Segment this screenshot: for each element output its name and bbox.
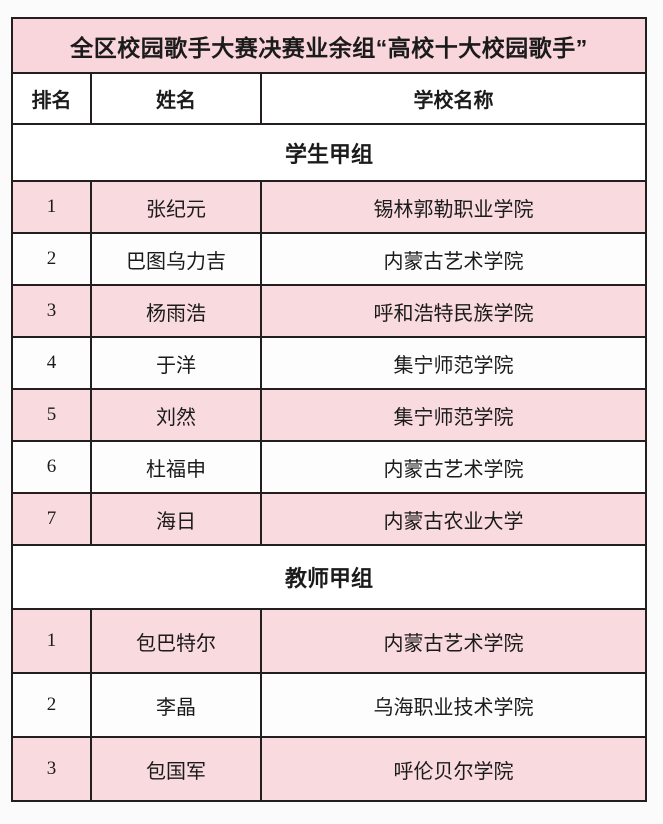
- cell-name: 刘然: [90, 388, 262, 442]
- table-row: 2 巴图乌力吉 内蒙古艺术学院: [11, 232, 648, 286]
- cell-school: 集宁师范学院: [259, 388, 648, 442]
- column-header-school: 学校名称: [259, 72, 648, 125]
- cell-school: 呼和浩特民族学院: [259, 284, 648, 338]
- table-row: 4 于洋 集宁师范学院: [11, 336, 648, 390]
- table-row: 7 海日 内蒙古农业大学: [11, 492, 648, 546]
- cell-name: 海日: [90, 492, 262, 546]
- cell-school: 集宁师范学院: [259, 336, 648, 390]
- table-header-row: 排名 姓名 学校名称: [11, 72, 648, 125]
- table-row: 5 刘然 集宁师范学院: [11, 388, 648, 442]
- cell-rank: 1: [11, 180, 92, 234]
- cell-rank: 3: [11, 736, 92, 802]
- cell-name: 包国军: [90, 736, 262, 802]
- cell-rank: 7: [11, 492, 92, 546]
- section-heading-row-students: 学生甲组: [10, 123, 648, 182]
- cell-name: 于洋: [90, 336, 262, 390]
- cell-school: 内蒙古艺术学院: [259, 608, 648, 674]
- cell-rank: 3: [11, 284, 92, 338]
- column-header-name: 姓名: [90, 72, 262, 125]
- cell-school: 内蒙古农业大学: [259, 492, 648, 546]
- cell-rank: 2: [11, 672, 92, 738]
- cell-rank: 6: [11, 440, 92, 494]
- cell-name: 杜福申: [90, 440, 262, 494]
- table-row: 1 张纪元 锡林郭勒职业学院: [11, 180, 648, 234]
- cell-school: 内蒙古艺术学院: [259, 232, 648, 286]
- cell-name: 包巴特尔: [90, 608, 262, 674]
- cell-name: 李晶: [90, 672, 262, 738]
- column-header-rank: 排名: [11, 72, 92, 125]
- cell-rank: 4: [11, 336, 92, 390]
- table-row: 3 包国军 呼伦贝尔学院: [11, 736, 648, 802]
- section-heading-students: 学生甲组: [10, 123, 648, 182]
- table-row: 1 包巴特尔 内蒙古艺术学院: [11, 608, 648, 674]
- table-title: 全区校园歌手大赛决赛业余组“高校十大校园歌手”: [10, 17, 648, 74]
- section-heading-teachers: 教师甲组: [10, 544, 648, 610]
- cell-school: 内蒙古艺术学院: [259, 440, 648, 494]
- results-table: 全区校园歌手大赛决赛业余组“高校十大校园歌手” 排名 姓名 学校名称 学生甲组 …: [10, 17, 648, 802]
- table-title-row: 全区校园歌手大赛决赛业余组“高校十大校园歌手”: [10, 17, 648, 74]
- cell-rank: 2: [11, 232, 92, 286]
- cell-school: 锡林郭勒职业学院: [259, 180, 648, 234]
- cell-school: 乌海职业技术学院: [259, 672, 648, 738]
- cell-school: 呼伦贝尔学院: [259, 736, 648, 802]
- cell-name: 杨雨浩: [90, 284, 262, 338]
- cell-rank: 1: [11, 608, 92, 674]
- table-row: 6 杜福申 内蒙古艺术学院: [11, 440, 648, 494]
- cell-name: 张纪元: [90, 180, 262, 234]
- section-heading-row-teachers: 教师甲组: [10, 544, 648, 610]
- cell-name: 巴图乌力吉: [90, 232, 262, 286]
- table-row: 3 杨雨浩 呼和浩特民族学院: [11, 284, 648, 338]
- table-row: 2 李晶 乌海职业技术学院: [11, 672, 648, 738]
- cell-rank: 5: [11, 388, 92, 442]
